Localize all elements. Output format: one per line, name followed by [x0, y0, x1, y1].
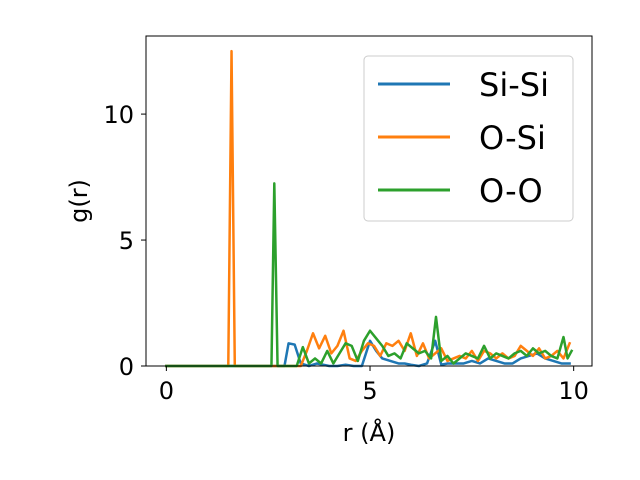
y-tick-label: 10: [103, 101, 134, 129]
legend-frame: [363, 55, 574, 222]
legend-label-o-si: O-Si: [479, 119, 546, 157]
x-tick-label: 0: [159, 377, 174, 405]
x-axis-ticks: 0 5 10: [159, 366, 589, 405]
x-tick-label: 10: [558, 377, 589, 405]
y-axis-ticks: 0 5 10: [103, 101, 146, 381]
series-line-si-si: [165, 339, 571, 368]
plot-frame: [145, 35, 593, 367]
x-tick-label: 5: [362, 377, 377, 405]
legend: Si-Si O-Si O-O: [363, 55, 574, 222]
y-tick-label: 5: [119, 227, 134, 255]
legend-entries: Si-Si O-Si O-O: [378, 66, 549, 210]
legend-label-o-o: O-O: [479, 172, 543, 210]
y-tick-label: 0: [119, 353, 134, 381]
legend-label-si-si: Si-Si: [479, 66, 549, 104]
x-axis-label: r (Å): [343, 418, 396, 447]
y-axis-label: g(r): [65, 179, 93, 223]
